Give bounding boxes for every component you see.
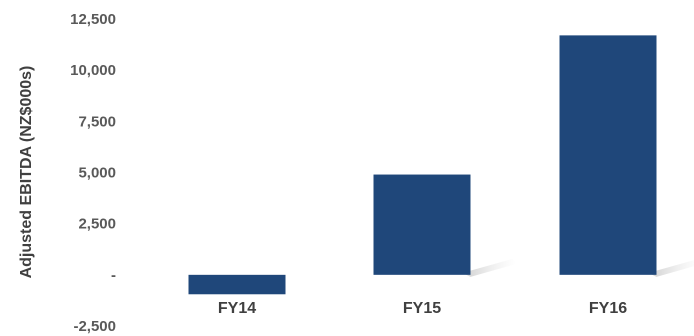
y-tick-label: 12,500 bbox=[70, 11, 116, 28]
y-tick-label: 10,000 bbox=[70, 62, 116, 79]
bar-fy14 bbox=[188, 274, 286, 295]
bar-shadow bbox=[462, 258, 517, 277]
bar-fy16 bbox=[559, 35, 657, 275]
y-tick-label: 2,500 bbox=[78, 216, 116, 233]
y-tick-label: - bbox=[111, 267, 116, 284]
y-tick-label: -2,500 bbox=[73, 318, 116, 335]
y-tick-label: 5,000 bbox=[78, 165, 116, 182]
y-axis-title: Adjusted EBITDA (NZ$000s) bbox=[18, 66, 35, 279]
x-category-label: FY15 bbox=[403, 300, 441, 317]
bar-shadow bbox=[648, 260, 694, 277]
bar-fy15 bbox=[373, 174, 471, 275]
x-category-label: FY14 bbox=[218, 300, 256, 317]
y-tick-label: 7,500 bbox=[78, 113, 116, 130]
x-category-label: FY16 bbox=[589, 300, 627, 317]
